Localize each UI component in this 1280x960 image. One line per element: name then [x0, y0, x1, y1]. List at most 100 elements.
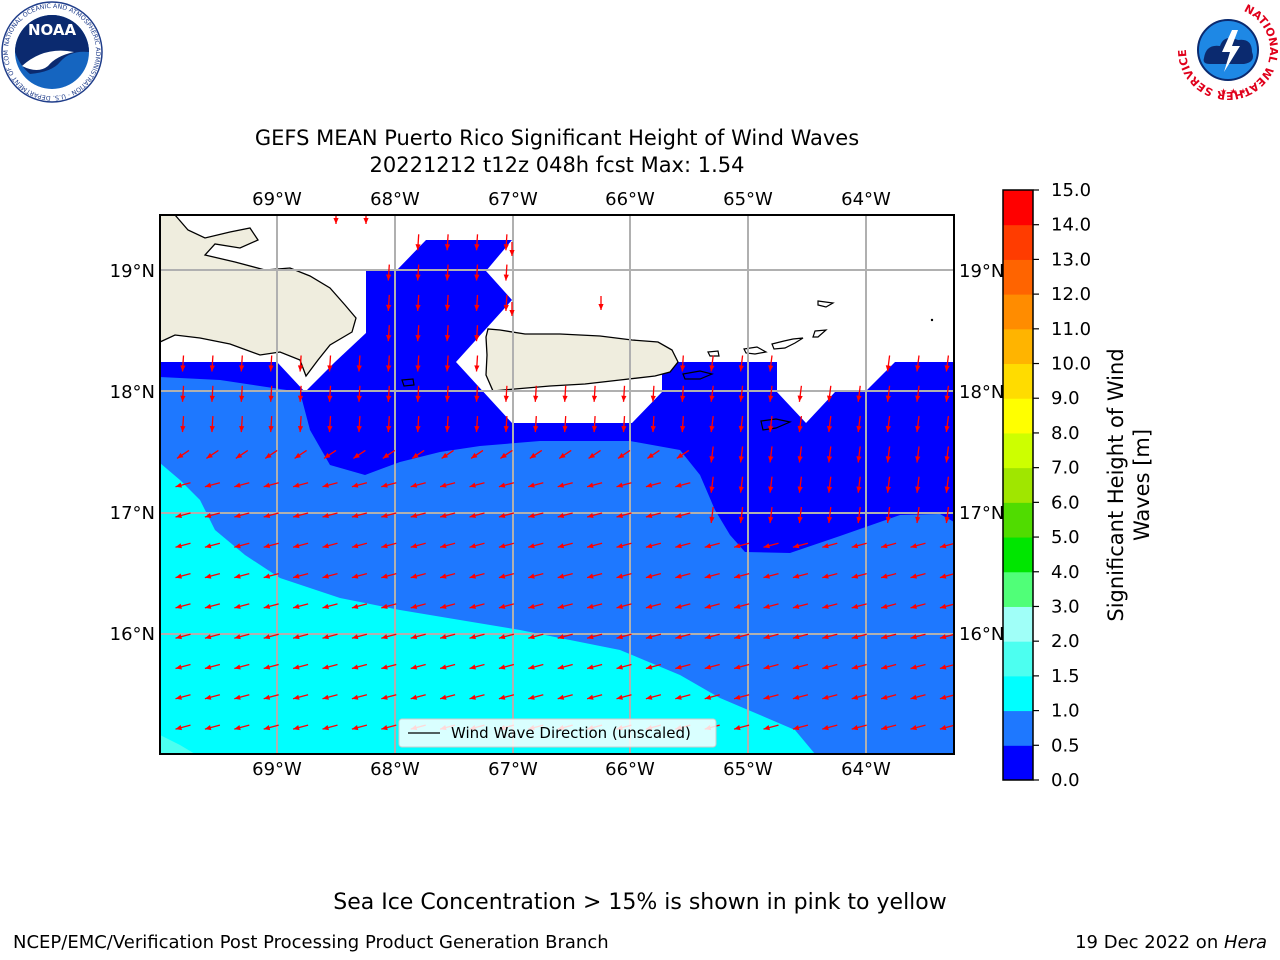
wave-direction-arrow: [263, 633, 279, 640]
wave-direction-arrow: [469, 482, 485, 488]
wave-direction-arrow: [533, 385, 539, 402]
lat-label-right: 19°N: [959, 261, 1004, 282]
wave-direction-arrow: [709, 416, 715, 433]
wave-direction-arrow: [470, 449, 484, 459]
wave-direction-arrow: [616, 512, 632, 518]
wave-direction-arrow: [856, 506, 862, 524]
wave-direction-arrow: [586, 694, 603, 700]
colorbar-tick-label: 1.0: [1051, 701, 1080, 722]
wave-direction-arrow: [263, 603, 279, 609]
wave-direction-arrow: [351, 572, 368, 579]
wave-direction-arrow: [381, 482, 397, 488]
footer-date: 19 Dec 2022 on Hera: [1075, 932, 1267, 953]
wave-direction-arrow: [885, 446, 891, 463]
wave-direction-arrow: [180, 385, 186, 402]
wave-direction-arrow: [528, 572, 544, 579]
wave-direction-arrow: [880, 603, 897, 609]
wave-direction-arrow: [733, 694, 750, 700]
wave-direction-arrow: [180, 355, 186, 372]
wave-direction-arrow: [498, 633, 515, 640]
wave-direction-arrow: [234, 694, 250, 700]
wave-direction-arrow: [709, 446, 715, 463]
wave-direction-arrow: [297, 416, 304, 433]
colorbar-swatch: [1003, 710, 1033, 746]
wave-direction-arrow: [509, 242, 515, 256]
wave-direction-arrow: [768, 506, 774, 524]
wave-direction-arrow: [444, 355, 451, 372]
colorbar-swatch: [1003, 363, 1033, 399]
wave-direction-arrow: [880, 663, 897, 670]
wave-direction-arrow: [204, 572, 221, 579]
wave-direction-arrow: [410, 694, 426, 700]
wave-direction-arrow: [292, 482, 309, 488]
wave-direction-arrow: [381, 633, 397, 640]
wave-direction-arrow: [763, 633, 779, 640]
wave-direction-arrow: [675, 482, 691, 488]
colorbar-tick-label: 0.5: [1051, 735, 1080, 756]
footer-credit: NCEP/EMC/Verification Post Processing Pr…: [13, 932, 609, 953]
colorbar-tick-label: 9.0: [1051, 388, 1080, 409]
wave-direction-arrow: [616, 572, 632, 579]
wave-direction-arrow: [733, 603, 750, 609]
wave-direction-arrow: [439, 512, 456, 518]
wave-direction-arrow: [939, 664, 954, 670]
wave-direction-arrow: [792, 663, 809, 670]
wave-direction-arrow: [322, 482, 338, 488]
wave-direction-arrow: [822, 633, 838, 640]
lon-label-bottom: 66°W: [605, 759, 655, 780]
wave-direction-arrow: [645, 603, 662, 609]
wave-direction-arrow: [292, 724, 309, 731]
wave-direction-arrow: [503, 264, 509, 281]
wave-direction-arrow: [910, 603, 926, 609]
wave-direction-arrow: [704, 694, 720, 700]
wave-direction-arrow: [885, 506, 891, 524]
wave-direction-arrow: [704, 603, 720, 609]
wave-direction-arrow: [469, 663, 485, 670]
wave-direction-arrow: [381, 603, 397, 609]
wave-direction-arrow: [381, 512, 397, 518]
wave-direction-arrow: [381, 572, 397, 579]
lon-label-bottom: 64°W: [841, 759, 891, 780]
colorbar-swatch: [1003, 432, 1033, 469]
wave-direction-arrow: [410, 663, 426, 670]
wave-direction-arrow: [738, 476, 744, 493]
wave-direction-arrow: [322, 512, 338, 518]
wave-direction-arrow: [415, 385, 421, 402]
wave-direction-arrow: [381, 663, 397, 670]
wave-direction-arrow: [792, 603, 809, 609]
wave-direction-arrow: [474, 264, 480, 281]
wave-direction-arrow: [822, 694, 838, 700]
wave-direction-arrow: [386, 325, 392, 342]
wave-direction-arrow: [439, 663, 456, 670]
wave-direction-arrow: [557, 663, 573, 670]
wave-direction-arrow: [410, 633, 426, 640]
wave-direction-arrow: [557, 694, 573, 700]
wave-direction-arrow: [239, 416, 245, 433]
wave-direction-arrow: [292, 663, 309, 670]
lat-label-right: 17°N: [959, 503, 1004, 524]
wave-direction-arrow: [763, 694, 779, 700]
colorbar-swatch: [1003, 467, 1033, 503]
wave-direction-arrow: [557, 542, 573, 549]
wave-direction-arrow: [586, 663, 603, 670]
wave-direction-arrow: [415, 234, 421, 251]
svg-text:★ ★ ★: ★ ★ ★: [1220, 87, 1247, 96]
wave-direction-arrow: [675, 603, 691, 609]
wave-direction-arrow: [826, 385, 833, 402]
wave-direction-arrow: [709, 506, 715, 524]
wave-direction-arrow: [528, 512, 544, 518]
wave-direction-arrow: [176, 449, 190, 459]
wave-direction-arrow: [327, 385, 333, 402]
wave-direction-arrow: [768, 355, 774, 372]
wave-direction-arrow: [822, 542, 838, 549]
wave-direction-arrow: [386, 385, 392, 402]
wave-direction-arrow: [704, 663, 720, 670]
wave-direction-arrow: [856, 416, 862, 433]
wave-direction-arrow: [910, 633, 926, 640]
chart-title: GEFS MEAN Puerto Rico Significant Height…: [254, 126, 860, 150]
wave-direction-arrow: [363, 215, 369, 224]
lon-label-top: 69°W: [252, 189, 302, 210]
wave-direction-arrow: [239, 385, 245, 402]
wave-direction-arrow: [356, 385, 362, 402]
wave-direction-arrow: [733, 724, 750, 731]
